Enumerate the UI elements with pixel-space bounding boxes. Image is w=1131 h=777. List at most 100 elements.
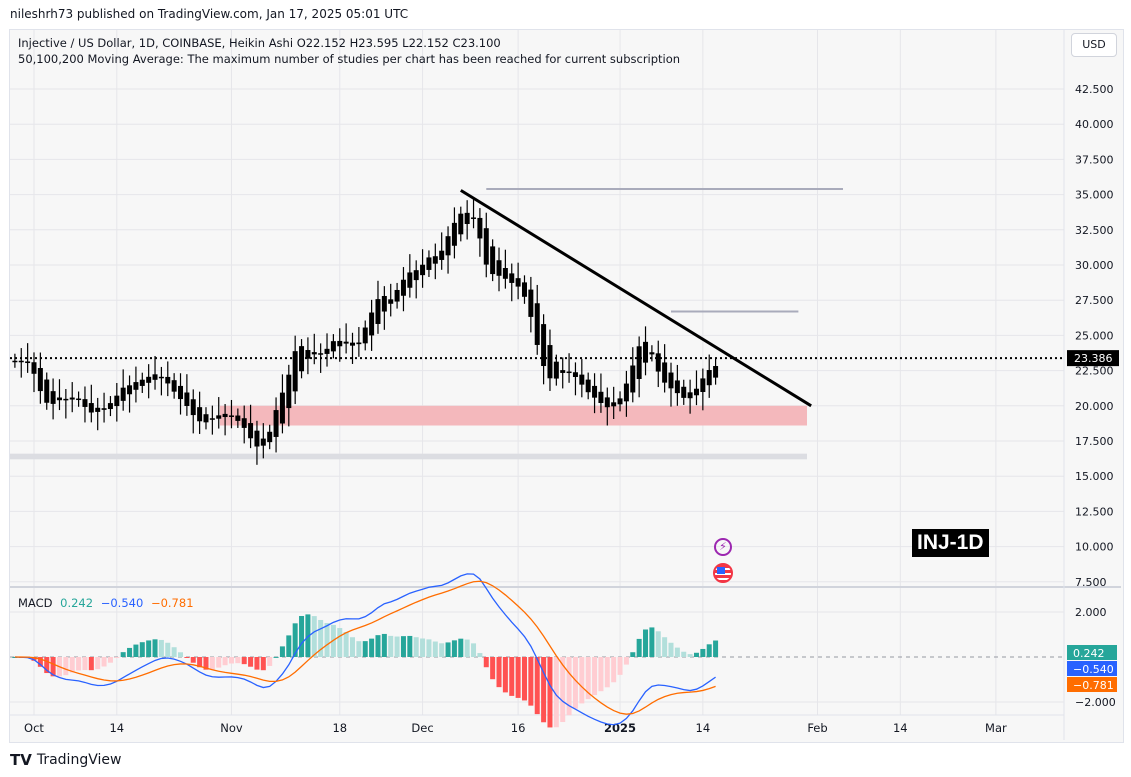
candle-body bbox=[165, 376, 171, 384]
candle-body bbox=[146, 376, 152, 383]
candle-body bbox=[496, 260, 502, 276]
time-tick-label: 14 bbox=[893, 721, 908, 735]
symbol-badge: INJ-1D bbox=[912, 529, 989, 557]
macd-histogram-bar bbox=[273, 656, 279, 658]
macd-histogram-bar bbox=[674, 647, 680, 657]
macd-histogram-bar bbox=[477, 653, 483, 657]
macd-histogram-bar bbox=[534, 657, 540, 715]
macd-histogram-bar bbox=[279, 646, 285, 658]
macd-histogram-bar bbox=[152, 639, 158, 657]
candle-body bbox=[617, 398, 623, 405]
candle-body bbox=[483, 228, 489, 265]
macd-label: MACD bbox=[18, 596, 53, 610]
candle-body bbox=[572, 372, 578, 377]
candle-body bbox=[44, 379, 50, 403]
price-tick-label: 25.000 bbox=[1075, 329, 1114, 342]
candle-body bbox=[88, 403, 94, 413]
candle-body bbox=[362, 327, 368, 344]
candle-body bbox=[579, 374, 585, 385]
candle-body bbox=[400, 279, 406, 296]
candle-body bbox=[356, 342, 362, 345]
candle-body bbox=[636, 346, 642, 379]
macd-histogram-bar bbox=[158, 639, 164, 657]
macd-histogram-bar bbox=[598, 657, 604, 692]
symbol-legend: Injective / US Dollar, 1D, COINBASE, Hei… bbox=[18, 36, 501, 50]
chart-frame[interactable] bbox=[9, 29, 1124, 743]
brand-name: TradingView bbox=[36, 752, 122, 768]
candle-body bbox=[76, 398, 82, 401]
candle-body bbox=[375, 299, 381, 324]
candle-body bbox=[114, 395, 120, 407]
macd-histogram-bar bbox=[553, 657, 559, 728]
candle-body bbox=[515, 278, 521, 287]
candle-body bbox=[260, 438, 266, 446]
last-price-tag bbox=[1067, 350, 1119, 367]
macd-histogram-bar bbox=[190, 657, 196, 663]
candle-body bbox=[37, 368, 43, 392]
macd-histogram-bar bbox=[50, 657, 56, 677]
macd-line bbox=[14, 573, 716, 726]
candle-body bbox=[585, 379, 591, 393]
macd-histogram-bar bbox=[299, 615, 305, 657]
candle-body bbox=[228, 415, 234, 417]
macd-histogram-bar bbox=[643, 629, 649, 657]
macd-histogram-bar bbox=[560, 657, 566, 723]
macd-histogram-bar bbox=[420, 638, 426, 657]
macd-histogram-bar bbox=[114, 657, 120, 658]
us-flag-icon[interactable] bbox=[713, 563, 733, 583]
macd-histogram-bar bbox=[311, 616, 317, 657]
candle-body bbox=[337, 340, 343, 347]
macd-histogram-bar bbox=[120, 652, 126, 657]
macd-price-tag-label: 0.242 bbox=[1073, 647, 1105, 660]
macd-legend: MACD 0.242 −0.540 −0.781 bbox=[18, 596, 194, 610]
macd-histogram-bar bbox=[381, 633, 387, 657]
macd-price-tag bbox=[1067, 677, 1117, 692]
candle-body bbox=[426, 257, 432, 270]
candle-body bbox=[171, 380, 177, 392]
price-tick-label: 15.000 bbox=[1075, 470, 1114, 483]
candle-body bbox=[235, 415, 241, 421]
candle-body bbox=[394, 289, 400, 302]
macd-price-tag-label: −0.781 bbox=[1073, 679, 1114, 692]
candle-body bbox=[630, 365, 636, 393]
candle-body bbox=[604, 397, 610, 408]
macd-histogram-bar bbox=[44, 657, 50, 674]
candle-body bbox=[566, 371, 572, 374]
candle-body bbox=[713, 366, 719, 378]
candle-body bbox=[445, 236, 451, 256]
candle-body bbox=[528, 289, 534, 317]
price-tick-label: 7.500 bbox=[1075, 576, 1107, 589]
macd-histogram-bar bbox=[292, 623, 298, 657]
currency-button[interactable]: USD bbox=[1071, 33, 1117, 57]
macd-histogram-bar bbox=[521, 657, 527, 701]
candle-body bbox=[687, 392, 693, 399]
candle-body bbox=[534, 303, 540, 345]
macd-signal-value: −0.781 bbox=[150, 596, 194, 610]
candle-body bbox=[178, 385, 184, 400]
footer-logo[interactable]: TV TradingView bbox=[10, 751, 121, 769]
macd-histogram-bar bbox=[585, 657, 591, 700]
candle-body bbox=[477, 217, 483, 239]
candle-body bbox=[286, 374, 292, 409]
candle-body bbox=[693, 388, 699, 396]
time-tick-label: Mar bbox=[985, 721, 1007, 735]
macd-histogram-bar bbox=[655, 631, 661, 657]
candle-body bbox=[655, 353, 661, 372]
candle-body bbox=[133, 382, 139, 390]
candle-body bbox=[343, 341, 349, 344]
macd-histogram-bar bbox=[184, 657, 190, 658]
price-tick-label: 17.500 bbox=[1075, 435, 1114, 448]
lightning-icon[interactable]: ⚡ bbox=[714, 538, 732, 556]
candle-body bbox=[69, 397, 75, 400]
macd-histogram-bar bbox=[260, 657, 266, 671]
macd-histogram-bar bbox=[623, 657, 629, 665]
macd-histogram-bar bbox=[82, 657, 88, 671]
macd-hist-value: 0.242 bbox=[60, 596, 94, 610]
candle-body bbox=[241, 418, 247, 428]
macd-histogram-bar bbox=[248, 657, 254, 667]
macd-histogram-bar bbox=[133, 644, 139, 658]
candle-body bbox=[152, 374, 158, 380]
candle-body bbox=[553, 361, 559, 379]
candle-body bbox=[521, 282, 527, 297]
